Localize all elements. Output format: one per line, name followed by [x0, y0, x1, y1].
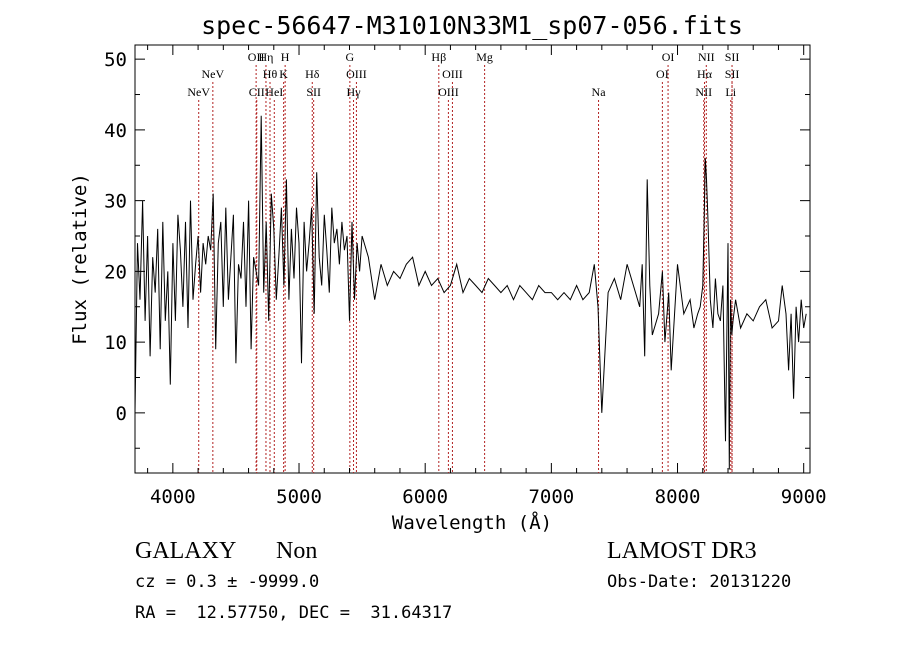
- line-marker-label: OII: [248, 50, 265, 64]
- line-marker-label: HeI: [265, 85, 283, 99]
- line-marker-label: G: [346, 50, 355, 64]
- axis-ticks: 4000 5000 6000 7000 8000 9000 0 10 20 30 40 50: [104, 45, 827, 508]
- observation-date: Obs-Date: 20131220: [607, 572, 792, 592]
- line-marker-label: OI: [662, 50, 675, 64]
- y-tick-label: 50: [104, 49, 127, 71]
- line-marker-label: Li: [725, 85, 736, 99]
- line-marker-label: NII: [695, 85, 712, 99]
- line-marker-label: NeV: [202, 67, 225, 81]
- y-tick-label: 10: [104, 332, 127, 354]
- redshift-cz: cz = 0.3 ± -9999.0: [135, 572, 320, 592]
- y-axis-label: Flux (relative): [69, 173, 91, 345]
- line-marker-label: Hβ: [431, 50, 446, 64]
- plot-frame: [134, 44, 811, 474]
- line-marker-label: Hγ: [347, 85, 362, 99]
- object-class: GALAXY: [135, 538, 237, 564]
- x-tick-label: 9000: [781, 486, 827, 508]
- line-marker-labels: NeV NeV OII CII Hη Hθ HeI HK Hδ SII G OIII Hγ Hβ OIII O…: [187, 50, 739, 99]
- y-tick-label: 40: [104, 120, 127, 142]
- y-tick-label: 30: [104, 191, 127, 213]
- line-marker-label: H: [281, 50, 290, 64]
- line-marker-label: CII: [249, 85, 265, 99]
- x-tick-label: 6000: [402, 486, 448, 508]
- line-marker-label: Hη: [258, 50, 273, 64]
- x-axis-label: Wavelength (Å): [392, 511, 552, 534]
- x-tick-label: 4000: [150, 486, 196, 508]
- y-tick-label: 20: [104, 261, 127, 283]
- y-tick-label: 0: [116, 403, 127, 425]
- line-marker-label: Hδ: [305, 67, 320, 81]
- line-marker-label: Mg: [476, 50, 493, 64]
- x-tick-label: 7000: [528, 486, 574, 508]
- line-marker-label: OIII: [346, 67, 367, 81]
- line-marker-label: NII: [698, 50, 715, 64]
- chart-title: spec-56647-M31010N33M1_sp07-056.fits: [201, 11, 743, 40]
- line-marker-label: SII: [725, 50, 740, 64]
- line-marker-label: OI: [656, 67, 669, 81]
- line-marker-label: OIII: [438, 85, 459, 99]
- line-marker-label: K: [279, 67, 288, 81]
- x-tick-label: 5000: [276, 486, 322, 508]
- survey-name: LAMOST DR3: [607, 538, 757, 564]
- line-marker-label: SII: [725, 67, 740, 81]
- object-subclass: Non: [276, 538, 318, 564]
- coordinates: RA = 12.57750, DEC = 31.64317: [135, 603, 453, 623]
- line-marker-label: NeV: [187, 85, 210, 99]
- line-markers: [198, 65, 733, 473]
- spectrum-line: [134, 115, 807, 470]
- line-marker-label: Hα: [697, 67, 713, 81]
- line-marker-label: Hθ: [263, 67, 278, 81]
- line-marker-label: Na: [592, 85, 607, 99]
- line-marker-label: SII: [306, 85, 321, 99]
- line-marker-label: OIII: [442, 67, 463, 81]
- x-tick-label: 8000: [655, 486, 701, 508]
